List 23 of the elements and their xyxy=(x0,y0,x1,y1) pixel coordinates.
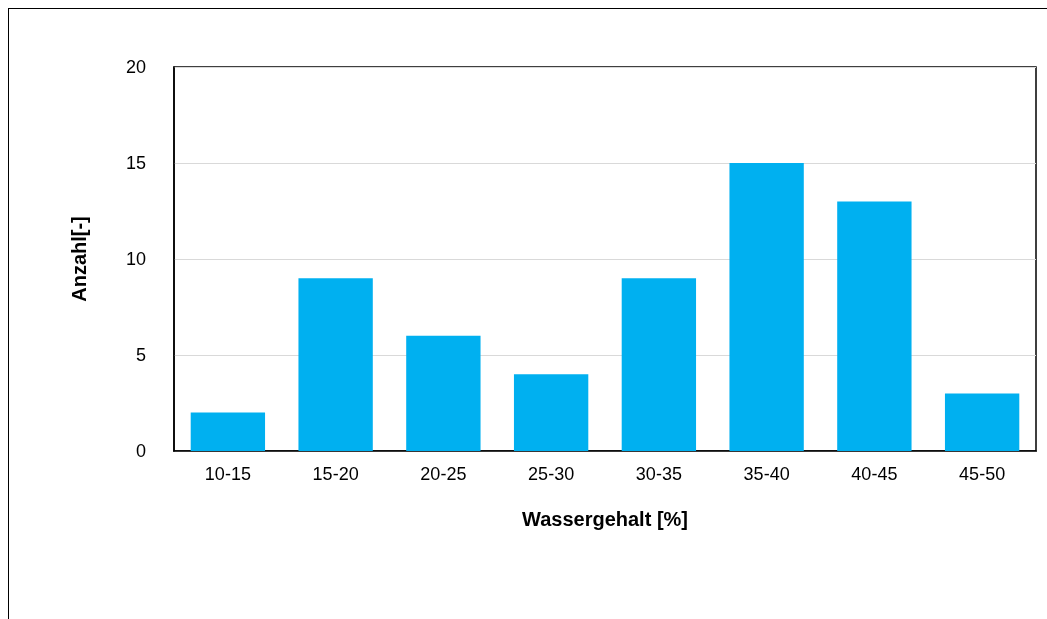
x-tick-label: 40-45 xyxy=(851,464,898,484)
bar xyxy=(513,374,589,451)
bar xyxy=(298,278,373,451)
x-axis-title: Wassergehalt [%] xyxy=(522,508,688,530)
x-tick-label: 10-15 xyxy=(204,464,251,484)
x-tick-label: 45-50 xyxy=(959,464,1006,484)
y-axis-title: Anzahl[-] xyxy=(68,216,90,302)
y-tick-label: 0 xyxy=(135,441,146,461)
bar xyxy=(190,412,266,451)
bar xyxy=(729,163,804,451)
x-tick-label: 15-20 xyxy=(312,464,359,484)
x-tick-label: 20-25 xyxy=(420,464,467,484)
y-tick-label: 10 xyxy=(125,249,146,269)
bar xyxy=(837,201,912,451)
bar xyxy=(944,393,1020,451)
y-tick-label: 15 xyxy=(125,153,146,173)
x-tick-label: 30-35 xyxy=(635,464,682,484)
y-tick-label: 5 xyxy=(135,345,146,365)
bar xyxy=(621,278,697,451)
y-tick-label: 20 xyxy=(125,57,146,77)
bar xyxy=(406,335,481,451)
x-tick-label: 25-30 xyxy=(528,464,575,484)
x-tick-label: 35-40 xyxy=(743,464,790,484)
